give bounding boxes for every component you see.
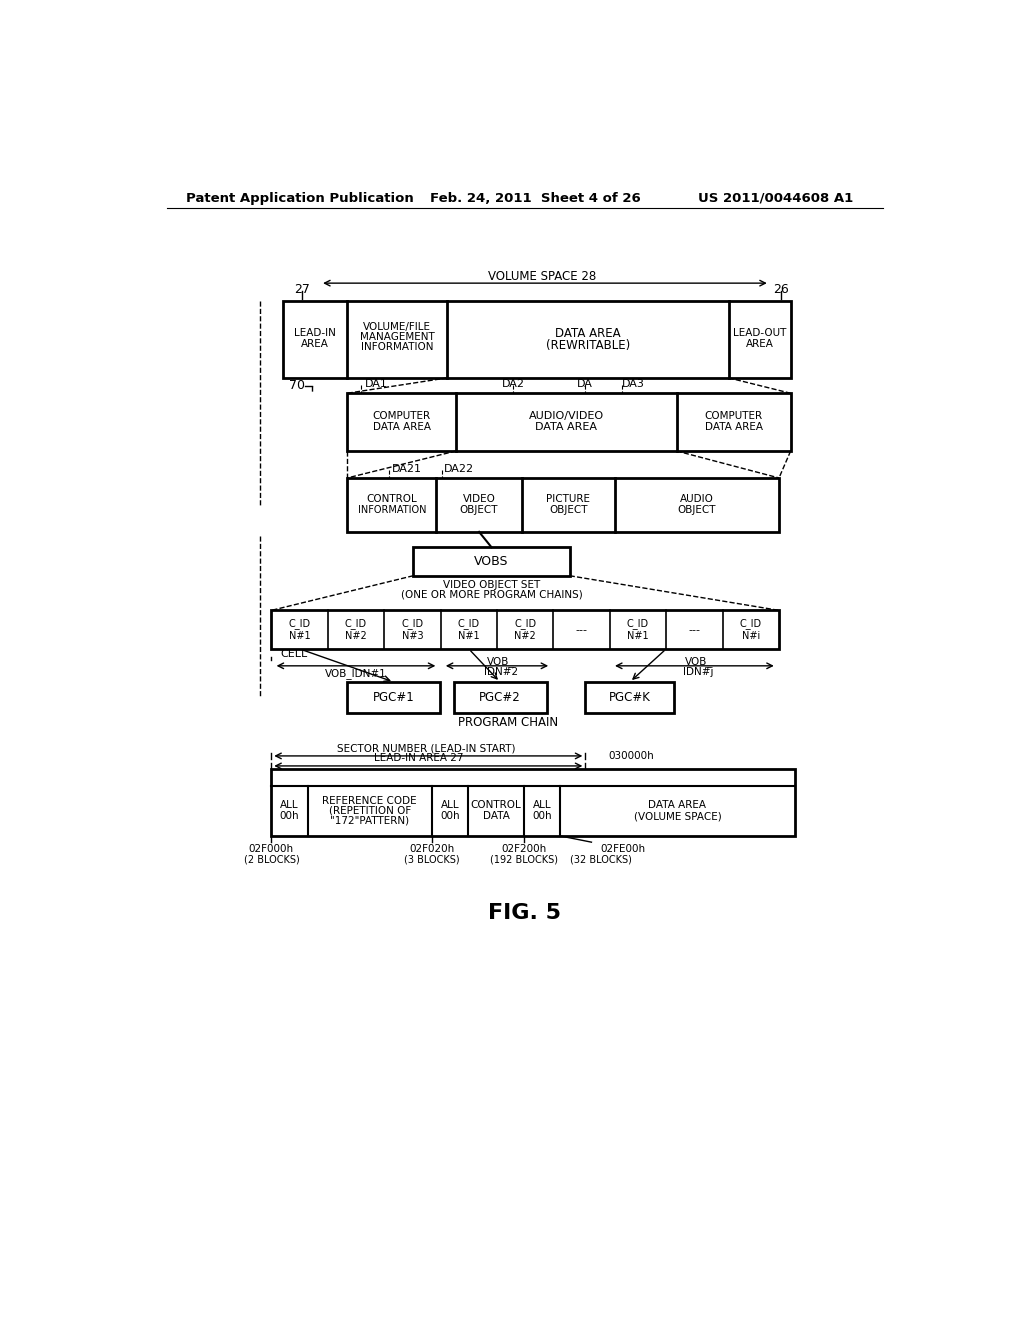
Text: 02F200h: 02F200h <box>502 843 547 854</box>
Text: DA3: DA3 <box>622 379 644 389</box>
Text: ALL: ALL <box>440 800 460 809</box>
Text: FIG. 5: FIG. 5 <box>488 903 561 923</box>
Text: (REWRITABLE): (REWRITABLE) <box>546 339 630 352</box>
Text: N#1: N#1 <box>289 631 310 640</box>
Text: CELL: CELL <box>280 649 307 659</box>
Text: DA21: DA21 <box>391 463 422 474</box>
Text: LEAD-IN AREA 27: LEAD-IN AREA 27 <box>374 754 464 763</box>
Text: LEAD-IN: LEAD-IN <box>294 329 336 338</box>
Text: IDN#2: IDN#2 <box>483 667 518 677</box>
Bar <box>283 301 791 378</box>
Text: DA2: DA2 <box>502 379 524 389</box>
Text: 030000h: 030000h <box>608 751 654 760</box>
Text: 02F020h: 02F020h <box>410 843 455 854</box>
Text: (192 BLOCKS): (192 BLOCKS) <box>490 854 558 865</box>
Text: 00h: 00h <box>280 812 299 821</box>
Text: (ONE OR MORE PROGRAM CHAINS): (ONE OR MORE PROGRAM CHAINS) <box>400 590 583 601</box>
Text: VOLUME/FILE: VOLUME/FILE <box>362 322 431 333</box>
Text: 02F000h: 02F000h <box>249 843 294 854</box>
Text: CONTROL: CONTROL <box>367 494 417 504</box>
Text: ALL: ALL <box>281 800 299 809</box>
Text: LEAD-OUT: LEAD-OUT <box>733 329 786 338</box>
Text: ---: --- <box>575 624 588 635</box>
Text: ---: --- <box>688 624 700 635</box>
Text: PGC#K: PGC#K <box>609 690 650 704</box>
Text: C_ID: C_ID <box>401 618 424 628</box>
Text: AREA: AREA <box>745 339 773 348</box>
Text: (REPETITION OF: (REPETITION OF <box>329 807 411 816</box>
Bar <box>347 478 779 532</box>
Text: N#2: N#2 <box>514 631 536 640</box>
Text: (VOLUME SPACE): (VOLUME SPACE) <box>634 812 721 821</box>
Text: VOB_: VOB_ <box>487 656 515 668</box>
Text: (2 BLOCKS): (2 BLOCKS) <box>244 854 299 865</box>
Text: 70: 70 <box>289 379 305 392</box>
Text: DATA AREA: DATA AREA <box>536 422 597 432</box>
Text: C_ID: C_ID <box>739 618 762 628</box>
Text: DA1: DA1 <box>365 379 387 389</box>
Text: COMPUTER: COMPUTER <box>373 411 431 421</box>
Text: VOB_IDN#1: VOB_IDN#1 <box>325 668 387 678</box>
Text: DATA AREA: DATA AREA <box>648 800 707 809</box>
Text: DA22: DA22 <box>444 463 474 474</box>
Text: 00h: 00h <box>532 812 552 821</box>
Text: N#i: N#i <box>741 631 760 640</box>
Text: VOBS: VOBS <box>474 554 509 568</box>
Text: VOB_: VOB_ <box>684 656 712 668</box>
Text: N#1: N#1 <box>627 631 649 640</box>
Bar <box>271 770 795 836</box>
Text: N#2: N#2 <box>345 631 367 640</box>
Text: REFERENCE CODE: REFERENCE CODE <box>323 796 417 807</box>
Bar <box>454 682 547 713</box>
Text: VIDEO OBJECT SET: VIDEO OBJECT SET <box>442 579 540 590</box>
Text: SECTOR NUMBER (LEAD-IN START): SECTOR NUMBER (LEAD-IN START) <box>337 743 516 754</box>
Text: US 2011/0044608 A1: US 2011/0044608 A1 <box>697 191 853 205</box>
Text: 00h: 00h <box>440 812 460 821</box>
Text: C_ID: C_ID <box>345 618 367 628</box>
Text: ALL: ALL <box>532 800 552 809</box>
Text: DATA AREA: DATA AREA <box>555 326 621 339</box>
Text: OBJECT: OBJECT <box>460 504 499 515</box>
Text: COMPUTER: COMPUTER <box>705 411 763 421</box>
Text: VOLUME SPACE 28: VOLUME SPACE 28 <box>488 271 597 284</box>
Text: OBJECT: OBJECT <box>549 504 588 515</box>
Text: DATA AREA: DATA AREA <box>705 422 763 432</box>
Text: Feb. 24, 2011  Sheet 4 of 26: Feb. 24, 2011 Sheet 4 of 26 <box>430 191 641 205</box>
Text: DATA AREA: DATA AREA <box>373 422 430 432</box>
Text: MANAGEMENT: MANAGEMENT <box>359 333 434 342</box>
Bar <box>271 610 779 649</box>
Text: AUDIO: AUDIO <box>680 494 714 504</box>
Text: DATA: DATA <box>482 812 510 821</box>
Text: Patent Application Publication: Patent Application Publication <box>186 191 414 205</box>
Text: C_ID: C_ID <box>627 618 649 628</box>
Text: PICTURE: PICTURE <box>546 494 590 504</box>
Text: PGC#1: PGC#1 <box>373 690 415 704</box>
Bar <box>414 548 569 576</box>
Text: PROGRAM CHAIN: PROGRAM CHAIN <box>458 715 558 729</box>
Text: INFORMATION: INFORMATION <box>357 504 426 515</box>
Text: C_ID: C_ID <box>514 618 537 628</box>
Text: AUDIO/VIDEO: AUDIO/VIDEO <box>528 411 604 421</box>
Text: N#3: N#3 <box>401 631 423 640</box>
Bar <box>347 393 791 451</box>
Text: AREA: AREA <box>301 339 329 348</box>
Text: CONTROL: CONTROL <box>471 800 521 809</box>
Bar <box>347 682 440 713</box>
Text: "172"PATTERN): "172"PATTERN) <box>330 816 410 826</box>
Text: VIDEO: VIDEO <box>463 494 496 504</box>
Text: IDN#j: IDN#j <box>683 667 714 677</box>
Text: OBJECT: OBJECT <box>678 504 716 515</box>
Text: PGC#2: PGC#2 <box>479 690 521 704</box>
Bar <box>586 682 675 713</box>
Text: C_ID: C_ID <box>458 618 480 628</box>
Text: 27: 27 <box>295 282 310 296</box>
Text: (3 BLOCKS): (3 BLOCKS) <box>404 854 460 865</box>
Text: 26: 26 <box>773 282 790 296</box>
Text: (32 BLOCKS): (32 BLOCKS) <box>569 854 632 865</box>
Text: DA: DA <box>578 379 593 389</box>
Text: INFORMATION: INFORMATION <box>360 342 433 352</box>
Text: C_ID: C_ID <box>289 618 310 628</box>
Text: 02FE00h: 02FE00h <box>601 843 646 854</box>
Text: N#1: N#1 <box>458 631 479 640</box>
